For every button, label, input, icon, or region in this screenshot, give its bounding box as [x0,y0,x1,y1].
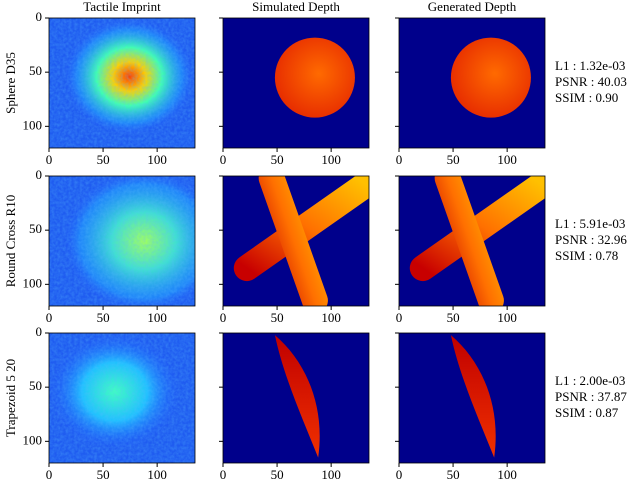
x-tick-label: 100 [147,152,167,167]
x-tick-label: 0 [46,310,53,325]
trapezoid [450,335,496,458]
panel-frame [222,17,370,149]
panel-frame [398,17,546,149]
metric: PSNR : 37.87 [555,389,627,404]
x-tick-label: 50 [271,152,284,167]
x-tick-label: 100 [321,467,341,481]
metric: PSNR : 40.03 [555,74,627,89]
metric: SSIM : 0.87 [555,405,619,420]
cross-arm [233,176,369,282]
x-tick-label: 0 [220,152,227,167]
cross-arm [409,176,545,282]
x-tick-label: 100 [147,467,167,481]
x-tick-label: 100 [321,310,341,325]
panel: 0 50 100 0 50 100 [23,167,196,325]
x-tick-label: 50 [271,467,284,481]
metric: L1 : 5.91e-03 [555,216,625,231]
y-tick-label: 50 [29,378,42,393]
panel-frame [48,175,196,307]
panel-image [49,176,195,306]
y-tick-label: 100 [23,117,43,132]
x-tick-label: 0 [46,152,53,167]
metric: SSIM : 0.90 [555,90,618,105]
y-tick-label: 50 [29,221,42,236]
cross-arm [258,176,328,306]
x-tick-label: 50 [97,152,110,167]
x-tick-label: 100 [497,152,517,167]
metric: L1 : 1.32e-03 [555,58,625,73]
panel-image [223,18,369,148]
metric: SSIM : 0.78 [555,248,618,263]
cross-arm [434,176,504,306]
panel-image [49,333,195,463]
y-tick-label: 0 [36,9,43,24]
panel: 0 50 100 [395,17,546,167]
metric: L1 : 2.00e-03 [555,373,625,388]
row-label: Round Cross R10 [3,195,18,287]
panel: 0 50 100 [219,17,370,167]
y-tick-label: 0 [36,167,43,182]
x-tick-label: 100 [147,310,167,325]
x-tick-label: 0 [396,467,403,481]
x-tick-label: 50 [271,310,284,325]
panel: 0 50 100 0 50 100 [23,9,196,167]
x-tick-label: 0 [46,467,53,481]
panel-image [399,18,545,148]
x-tick-label: 50 [447,310,460,325]
panel-frame [222,175,370,307]
panel-image [223,333,369,463]
panel-frame [398,332,546,464]
y-tick-label: 100 [23,275,43,290]
sphere [274,37,355,118]
sphere [450,37,531,118]
x-tick-label: 100 [497,310,517,325]
x-tick-label: 0 [396,152,403,167]
x-tick-label: 50 [447,467,460,481]
panel: 0 50 100 [219,175,370,325]
panel-frame [222,332,370,464]
panel-frame [398,175,546,307]
x-tick-label: 50 [447,152,460,167]
row-label: Sphere D35 [3,52,18,114]
column-title: Tactile Imprint [83,0,161,14]
imprint-noise [49,18,195,148]
imprint-noise [49,333,195,463]
trapezoid [274,335,320,458]
imprint-noise [49,176,195,306]
panel: 0 50 100 [219,332,370,481]
x-tick-label: 50 [97,467,110,481]
panel: 0 50 100 0 50 100 [23,324,196,481]
metric: PSNR : 32.96 [555,232,627,247]
y-tick-label: 0 [36,324,43,339]
panel-image [399,176,545,306]
row-label: Trapezoid 5 20 [3,359,18,437]
x-tick-label: 100 [497,467,517,481]
panel: 0 50 100 [395,332,546,481]
panel-image [223,176,369,306]
y-tick-label: 100 [23,432,43,447]
x-tick-label: 0 [396,310,403,325]
y-tick-label: 50 [29,63,42,78]
panel-image [49,18,195,148]
column-title: Generated Depth [428,0,517,14]
x-tick-label: 50 [97,310,110,325]
panel-image [399,333,545,463]
x-tick-label: 0 [220,310,227,325]
panel-frame [48,17,196,149]
panel: 0 50 100 [395,175,546,325]
column-title: Simulated Depth [252,0,340,14]
panel-frame [48,332,196,464]
x-tick-label: 100 [321,152,341,167]
x-tick-label: 0 [220,467,227,481]
